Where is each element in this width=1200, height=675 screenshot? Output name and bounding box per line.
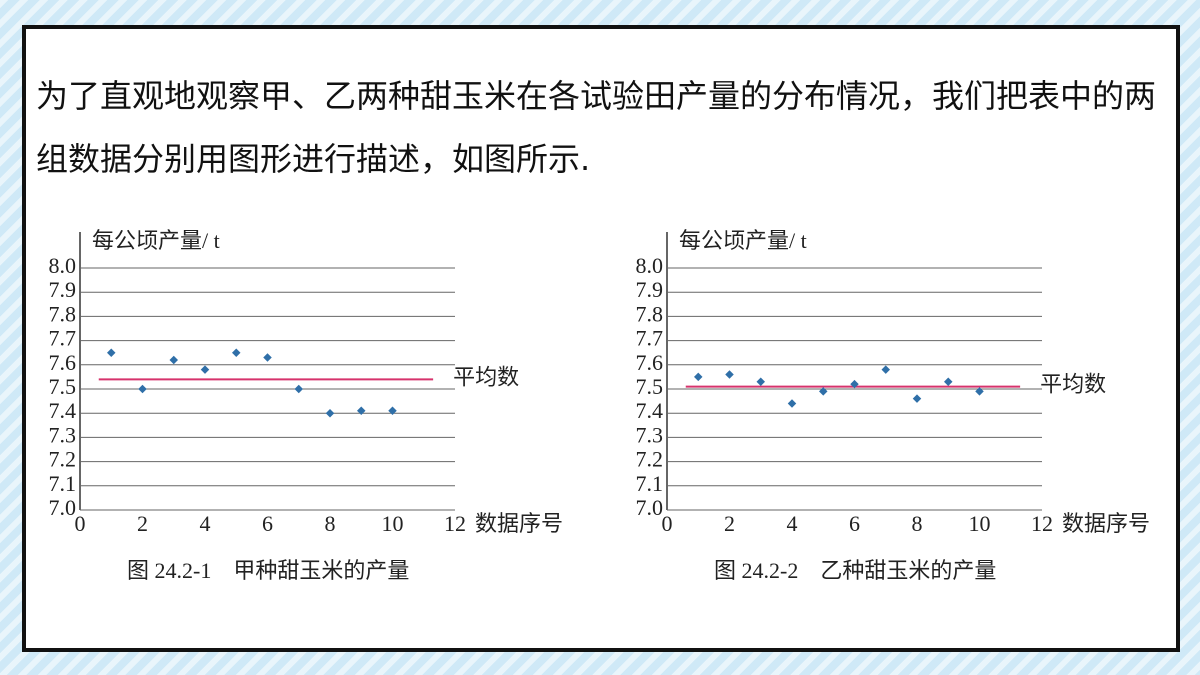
y-tick-label: 7.7 [49,326,77,351]
point [787,399,797,408]
y-tick-label: 7.0 [636,495,664,520]
point [357,406,366,416]
y-tick-label: 7.8 [636,301,664,326]
x-tick-label: 6 [262,511,273,536]
y-tick-label: 7.9 [49,277,77,302]
y-tick-label: 7.2 [636,447,664,472]
point [694,372,703,382]
point [232,348,241,357]
y-tick-label: 8.0 [636,253,664,278]
x-axis-label: 数据序号 [475,511,563,536]
point [881,365,890,374]
y-tick-label: 7.4 [636,398,664,423]
point [819,387,828,396]
x-axis-label: 数据序号 [1062,511,1150,536]
x-tick-label: 2 [724,511,735,536]
point [294,384,303,394]
caption: 图 24.2-1 甲种甜玉米的产量 [127,558,409,583]
point [388,406,397,416]
point [944,377,953,386]
y-tick-label: 7.5 [636,374,664,399]
point [263,353,272,362]
y-tick-label: 7.7 [636,326,664,351]
y-tick-label: 7.2 [49,447,77,472]
y-tick-label: 7.6 [636,350,664,375]
x-tick-label: 10 [382,511,404,536]
x-tick-label: 10 [969,511,991,536]
x-tick-label: 8 [912,511,923,536]
y-tick-label: 8.0 [49,253,77,278]
x-tick-label: 8 [325,511,336,536]
point [850,379,859,389]
mean-label: 平均数 [453,364,519,389]
mean-label: 平均数 [1040,372,1106,397]
point [912,394,922,403]
y-axis-label: 每公顷产量/ t [92,228,220,253]
point [200,365,210,374]
caption: 图 24.2-2 乙种甜玉米的产量 [714,558,996,583]
y-tick-label: 7.4 [49,398,77,423]
point [325,408,335,418]
y-axis-label: 每公顷产量/ t [679,228,807,253]
x-tick-label: 0 [662,511,673,536]
point [138,384,147,394]
point [975,387,984,396]
y-tick-label: 7.6 [49,350,77,375]
y-tick-label: 7.3 [636,422,664,447]
y-tick-label: 7.1 [636,471,664,496]
x-tick-label: 2 [137,511,148,536]
y-tick-label: 7.3 [49,422,77,447]
paragraph: 为了直观地观察甲、乙两种甜玉米在各试验田产量的分布情况，我们把表中的两组数据分别… [36,77,1157,178]
x-tick-label: 12 [444,511,466,536]
y-tick-label: 7.9 [636,277,664,302]
x-tick-label: 0 [75,511,86,536]
y-tick-label: 7.8 [49,301,77,326]
point [169,355,178,365]
x-tick-label: 4 [200,511,211,536]
y-tick-label: 7.1 [49,471,77,496]
point [725,370,734,379]
x-tick-label: 4 [787,511,798,536]
x-tick-label: 12 [1031,511,1053,536]
point [107,348,116,357]
x-tick-label: 6 [849,511,860,536]
slide: 为了直观地观察甲、乙两种甜玉米在各试验田产量的分布情况，我们把表中的两组数据分别… [22,25,1180,652]
point [756,377,765,386]
y-tick-label: 7.5 [49,374,77,399]
y-tick-label: 7.0 [49,495,77,520]
